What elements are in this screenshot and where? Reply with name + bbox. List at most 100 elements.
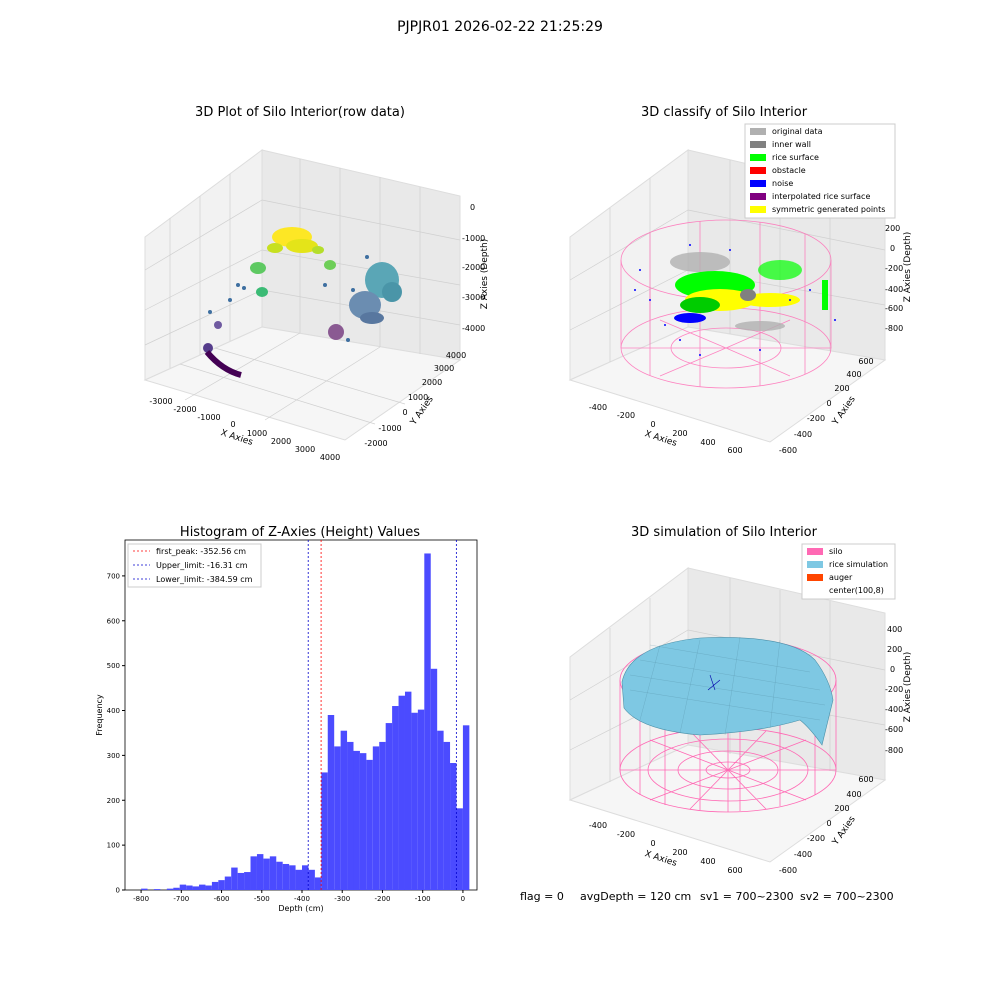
status-flag: flag = 0: [520, 890, 564, 903]
y-tick-label: -2000: [364, 439, 387, 448]
panel-sim-rice-surface: [621, 636, 834, 746]
y-tick-label: 0: [826, 399, 831, 408]
y-tick-label: 400: [107, 707, 120, 715]
x-tick-label: -400: [294, 895, 310, 903]
x-tick-label: -700: [173, 895, 189, 903]
hist-bar: [256, 854, 264, 890]
legend-swatch: [750, 154, 766, 161]
hist-bar: [153, 889, 161, 890]
x-tick-label: 0: [230, 420, 235, 429]
legend-swatch: [750, 180, 766, 187]
x-tick-label: -200: [375, 895, 391, 903]
hist-bar: [179, 884, 187, 890]
legend-label: rice simulation: [829, 560, 888, 569]
z-tick-label: 200: [885, 224, 900, 233]
x-tick-label: -400: [589, 821, 607, 830]
y-tick-label: 500: [107, 662, 120, 670]
x-tick-label: -300: [334, 895, 350, 903]
panel-simulation-3d: 3D simulation of Silo Interior: [568, 525, 913, 875]
z-tick-label: -200: [885, 685, 903, 694]
hist-bars: [141, 553, 470, 890]
y-tick-label: -1000: [378, 424, 401, 433]
y-tick-label: 3000: [434, 364, 454, 373]
z-tick-label: -600: [885, 304, 903, 313]
y-tick-label: -600: [779, 446, 797, 455]
panel-raw-axes-box: [143, 149, 462, 441]
x-tick-label: -200: [617, 830, 635, 839]
y-tick-label: -400: [794, 850, 812, 859]
z-tick-label: -200: [885, 264, 903, 273]
x-tick-label: 200: [672, 848, 687, 857]
y-tick-label: 600: [858, 775, 873, 784]
hist-bar: [173, 887, 180, 890]
panel-raw-title: 3D Plot of Silo Interior(row data): [195, 105, 405, 120]
hist-bar: [199, 884, 206, 890]
hist-bar: [392, 706, 399, 890]
hist-bar: [231, 867, 238, 890]
x-tick-label: 400: [700, 438, 715, 447]
status-sv2: sv2 = 700~2300: [800, 890, 894, 903]
y-tick-label: 200: [107, 797, 120, 805]
panel-classify-tick-labels: -400 -200 0 200 400 600 -600 -400 -200 0…: [589, 224, 903, 455]
panel-sim-zlabel: Z Axies (Depth): [903, 652, 913, 723]
x-tick-label: 600: [727, 866, 742, 875]
status-sv1: sv1 = 700~2300: [700, 890, 794, 903]
x-tick-label: 200: [672, 429, 687, 438]
z-tick-label: 200: [887, 645, 902, 654]
hist-bar: [289, 865, 296, 890]
z-tick-label: 0: [890, 665, 895, 674]
panel-sim-title: 3D simulation of Silo Interior: [631, 525, 818, 540]
hist-bar: [462, 725, 470, 890]
legend-label: interpolated rice surface: [772, 192, 870, 201]
hist-bar: [379, 741, 386, 890]
hist-bar: [424, 553, 431, 890]
hist-bar: [192, 886, 200, 890]
panel-classify-legend: original data inner wall rice surface ob…: [744, 123, 896, 219]
legend-swatch: [750, 167, 766, 174]
hist-bar: [372, 746, 380, 890]
y-tick-label: -600: [779, 866, 797, 875]
hist-bar: [340, 730, 348, 890]
y-tick-label: -200: [807, 834, 825, 843]
z-tick-label: 0: [470, 203, 475, 212]
y-tick-label: 300: [107, 752, 120, 760]
panel-classify-points: [634, 244, 836, 356]
hist-bar: [269, 856, 277, 890]
legend-label: silo: [829, 547, 843, 556]
hist-bar: [385, 723, 393, 890]
legend-label-upper-limit: Upper_limit: -16.31 cm: [156, 561, 248, 570]
z-tick-label: -800: [885, 746, 903, 755]
hist-bar: [166, 888, 174, 890]
hist-bar: [353, 750, 360, 890]
hist-title: Histogram of Z-Axies (Height) Values: [180, 525, 420, 540]
x-tick-label: 4000: [320, 453, 340, 462]
z-tick-label: -2000: [462, 263, 485, 272]
figure-suptitle: PJPJR01 2026-02-22 21:25:29: [397, 19, 603, 35]
hist-bar: [450, 763, 457, 890]
hist-bar: [263, 858, 270, 890]
legend-swatch: [807, 548, 823, 555]
z-tick-label: -3000: [462, 293, 485, 302]
hist-bar: [211, 881, 219, 890]
hist-bar: [276, 861, 283, 890]
hist-x-ticks: -800 -700 -600 -500 -400 -300 -200 -100 0: [133, 890, 465, 903]
y-tick-label: 100: [107, 842, 120, 850]
panel-classify-zlabel: Z Axies (Depth): [903, 232, 913, 303]
x-tick-label: -800: [133, 895, 149, 903]
y-tick-label: 600: [107, 617, 120, 625]
legend-label: obstacle: [772, 166, 806, 175]
y-tick-label: 4000: [446, 351, 466, 360]
hist-bar: [437, 730, 444, 890]
x-tick-label: -100: [415, 895, 431, 903]
y-tick-label: -400: [794, 430, 812, 439]
y-tick-label: 400: [846, 790, 861, 799]
x-tick-label: -600: [214, 895, 230, 903]
x-tick-label: -200: [617, 411, 635, 420]
panel-classify-3d: 3D classify of Silo Interior: [568, 105, 913, 455]
status-line: flag = 0 avgDepth = 120 cm sv1 = 700~230…: [520, 890, 894, 903]
z-tick-label: -4000: [462, 324, 485, 333]
hist-bar: [250, 856, 257, 890]
x-tick-label: -500: [254, 895, 270, 903]
x-tick-label: -2000: [173, 405, 196, 414]
y-tick-label: 2000: [422, 378, 442, 387]
